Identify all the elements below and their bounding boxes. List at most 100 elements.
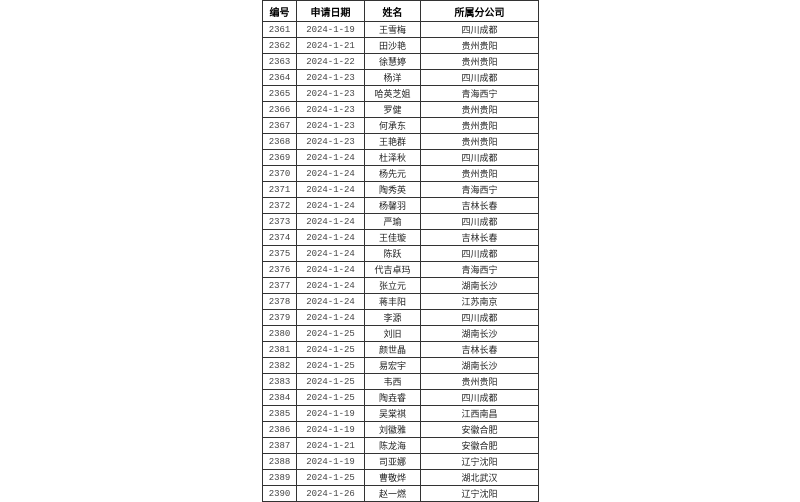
cell-name: 王雪梅: [364, 21, 421, 38]
cell-id: 2388: [262, 453, 297, 470]
cell-id: 2379: [262, 309, 297, 326]
cell-date: 2024-1-19: [296, 421, 365, 438]
cell-id: 2365: [262, 85, 297, 102]
cell-branch: 四川成都: [420, 21, 539, 38]
cell-name: 韦西: [364, 373, 421, 390]
table-row: 2364 2024-1-23 杨洋 四川成都: [262, 69, 539, 86]
cell-id: 2367: [262, 117, 297, 134]
header-name: 姓名: [364, 0, 421, 22]
cell-name: 徐慧婷: [364, 53, 421, 70]
cell-name: 罗健: [364, 101, 421, 118]
cell-date: 2024-1-19: [296, 453, 365, 470]
cell-branch: 贵州贵阳: [420, 53, 539, 70]
cell-id: 2377: [262, 277, 297, 294]
cell-id: 2386: [262, 421, 297, 438]
cell-date: 2024-1-22: [296, 53, 365, 70]
cell-id: 2361: [262, 21, 297, 38]
cell-name: 王佳璇: [364, 229, 421, 246]
table-row: 2387 2024-1-21 陈龙海 安徽合肥: [262, 437, 539, 454]
table-row: 2390 2024-1-26 赵一燃 辽宁沈阳: [262, 485, 539, 502]
cell-id: 2383: [262, 373, 297, 390]
cell-id: 2382: [262, 357, 297, 374]
cell-id: 2374: [262, 229, 297, 246]
cell-branch: 贵州贵阳: [420, 37, 539, 54]
cell-date: 2024-1-24: [296, 197, 365, 214]
cell-date: 2024-1-23: [296, 85, 365, 102]
cell-branch: 四川成都: [420, 309, 539, 326]
cell-name: 杨先元: [364, 165, 421, 182]
cell-date: 2024-1-24: [296, 213, 365, 230]
table-row: 2389 2024-1-25 曹敬烨 湖北武汉: [262, 469, 539, 486]
cell-branch: 贵州贵阳: [420, 117, 539, 134]
table-row: 2379 2024-1-24 李源 四川成都: [262, 309, 539, 326]
table-row: 2365 2024-1-23 哈英芝姐 青海西宁: [262, 85, 539, 102]
table-row: 2368 2024-1-23 王艳群 贵州贵阳: [262, 133, 539, 150]
header-branch: 所属分公司: [420, 0, 539, 22]
cell-date: 2024-1-24: [296, 229, 365, 246]
cell-date: 2024-1-25: [296, 341, 365, 358]
table-row: 2384 2024-1-25 陶垚睿 四川成都: [262, 389, 539, 406]
cell-id: 2369: [262, 149, 297, 166]
table-row: 2378 2024-1-24 蒋丰阳 江苏南京: [262, 293, 539, 310]
cell-branch: 辽宁沈阳: [420, 485, 539, 502]
cell-name: 陶垚睿: [364, 389, 421, 406]
cell-date: 2024-1-24: [296, 293, 365, 310]
cell-name: 张立元: [364, 277, 421, 294]
cell-name: 易宏宇: [364, 357, 421, 374]
table-row: 2361 2024-1-19 王雪梅 四川成都: [262, 21, 539, 38]
cell-name: 哈英芝姐: [364, 85, 421, 102]
table-row: 2380 2024-1-25 刘旧 湖南长沙: [262, 325, 539, 342]
cell-id: 2378: [262, 293, 297, 310]
cell-name: 严瑜: [364, 213, 421, 230]
cell-date: 2024-1-23: [296, 133, 365, 150]
cell-branch: 贵州贵阳: [420, 101, 539, 118]
cell-id: 2370: [262, 165, 297, 182]
cell-id: 2380: [262, 325, 297, 342]
cell-branch: 安徽合肥: [420, 421, 539, 438]
table-row: 2363 2024-1-22 徐慧婷 贵州贵阳: [262, 53, 539, 70]
cell-id: 2363: [262, 53, 297, 70]
table-row: 2382 2024-1-25 易宏宇 湖南长沙: [262, 357, 539, 374]
cell-branch: 贵州贵阳: [420, 373, 539, 390]
cell-branch: 贵州贵阳: [420, 165, 539, 182]
cell-id: 2372: [262, 197, 297, 214]
cell-branch: 安徽合肥: [420, 437, 539, 454]
cell-branch: 湖北武汉: [420, 469, 539, 486]
cell-id: 2389: [262, 469, 297, 486]
cell-name: 刘旧: [364, 325, 421, 342]
cell-branch: 青海西宁: [420, 261, 539, 278]
cell-id: 2373: [262, 213, 297, 230]
cell-name: 杨馨羽: [364, 197, 421, 214]
table-row: 2367 2024-1-23 何承东 贵州贵阳: [262, 117, 539, 134]
cell-branch: 吉林长春: [420, 229, 539, 246]
cell-id: 2375: [262, 245, 297, 262]
cell-date: 2024-1-23: [296, 69, 365, 86]
cell-branch: 江西南昌: [420, 405, 539, 422]
cell-date: 2024-1-23: [296, 101, 365, 118]
table-row: 2369 2024-1-24 杜泽秋 四川成都: [262, 149, 539, 166]
table-row: 2370 2024-1-24 杨先元 贵州贵阳: [262, 165, 539, 182]
header-id: 编号: [262, 0, 297, 22]
cell-name: 李源: [364, 309, 421, 326]
cell-name: 赵一燃: [364, 485, 421, 502]
header-date: 申请日期: [296, 0, 365, 22]
table-row: 2374 2024-1-24 王佳璇 吉林长春: [262, 229, 539, 246]
cell-id: 2387: [262, 437, 297, 454]
cell-id: 2371: [262, 181, 297, 198]
cell-date: 2024-1-25: [296, 357, 365, 374]
cell-branch: 贵州贵阳: [420, 133, 539, 150]
cell-date: 2024-1-25: [296, 389, 365, 406]
cell-id: 2376: [262, 261, 297, 278]
cell-name: 王艳群: [364, 133, 421, 150]
cell-branch: 湖南长沙: [420, 277, 539, 294]
cell-name: 司亚娜: [364, 453, 421, 470]
cell-name: 杨洋: [364, 69, 421, 86]
cell-date: 2024-1-24: [296, 165, 365, 182]
cell-branch: 青海西宁: [420, 85, 539, 102]
cell-date: 2024-1-24: [296, 309, 365, 326]
cell-branch: 四川成都: [420, 69, 539, 86]
cell-id: 2384: [262, 389, 297, 406]
cell-date: 2024-1-23: [296, 117, 365, 134]
cell-id: 2390: [262, 485, 297, 502]
cell-date: 2024-1-24: [296, 149, 365, 166]
